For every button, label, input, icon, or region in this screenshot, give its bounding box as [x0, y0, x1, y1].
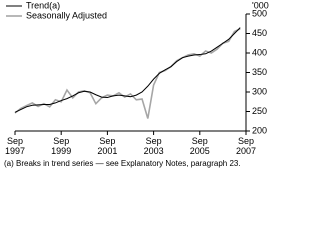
footnote: (a) Breaks in trend series — see Explana… — [4, 159, 241, 168]
chart: '000 (a) Breaks in trend series — see Ex… — [4, 0, 269, 168]
legend-label: Trend(a) — [26, 0, 60, 10]
page: {"chart_data": {"type": "line", "y_label… — [4, 0, 269, 169]
y-tick-label: 400 — [252, 47, 267, 57]
y-tick-label: 450 — [252, 28, 267, 38]
legend-label: Seasonally Adjusted — [26, 10, 107, 20]
x-tick-label: Sep 2003 — [144, 136, 164, 156]
y-tick-label: 300 — [252, 86, 267, 96]
y-tick-label: 200 — [252, 125, 267, 135]
x-tick-label: Sep 1997 — [5, 136, 25, 156]
x-tick-label: Sep 2005 — [190, 136, 210, 156]
y-axis-unit: '000 — [252, 0, 269, 10]
y-tick-label: 250 — [252, 106, 267, 116]
x-tick-label: Sep 2007 — [236, 136, 256, 156]
y-tick-label: 350 — [252, 67, 267, 77]
y-tick-label: 500 — [252, 8, 267, 18]
x-tick-label: Sep 2001 — [97, 136, 117, 156]
x-tick-label: Sep 1999 — [51, 136, 71, 156]
series-line — [14, 28, 241, 119]
series-line — [14, 27, 241, 113]
